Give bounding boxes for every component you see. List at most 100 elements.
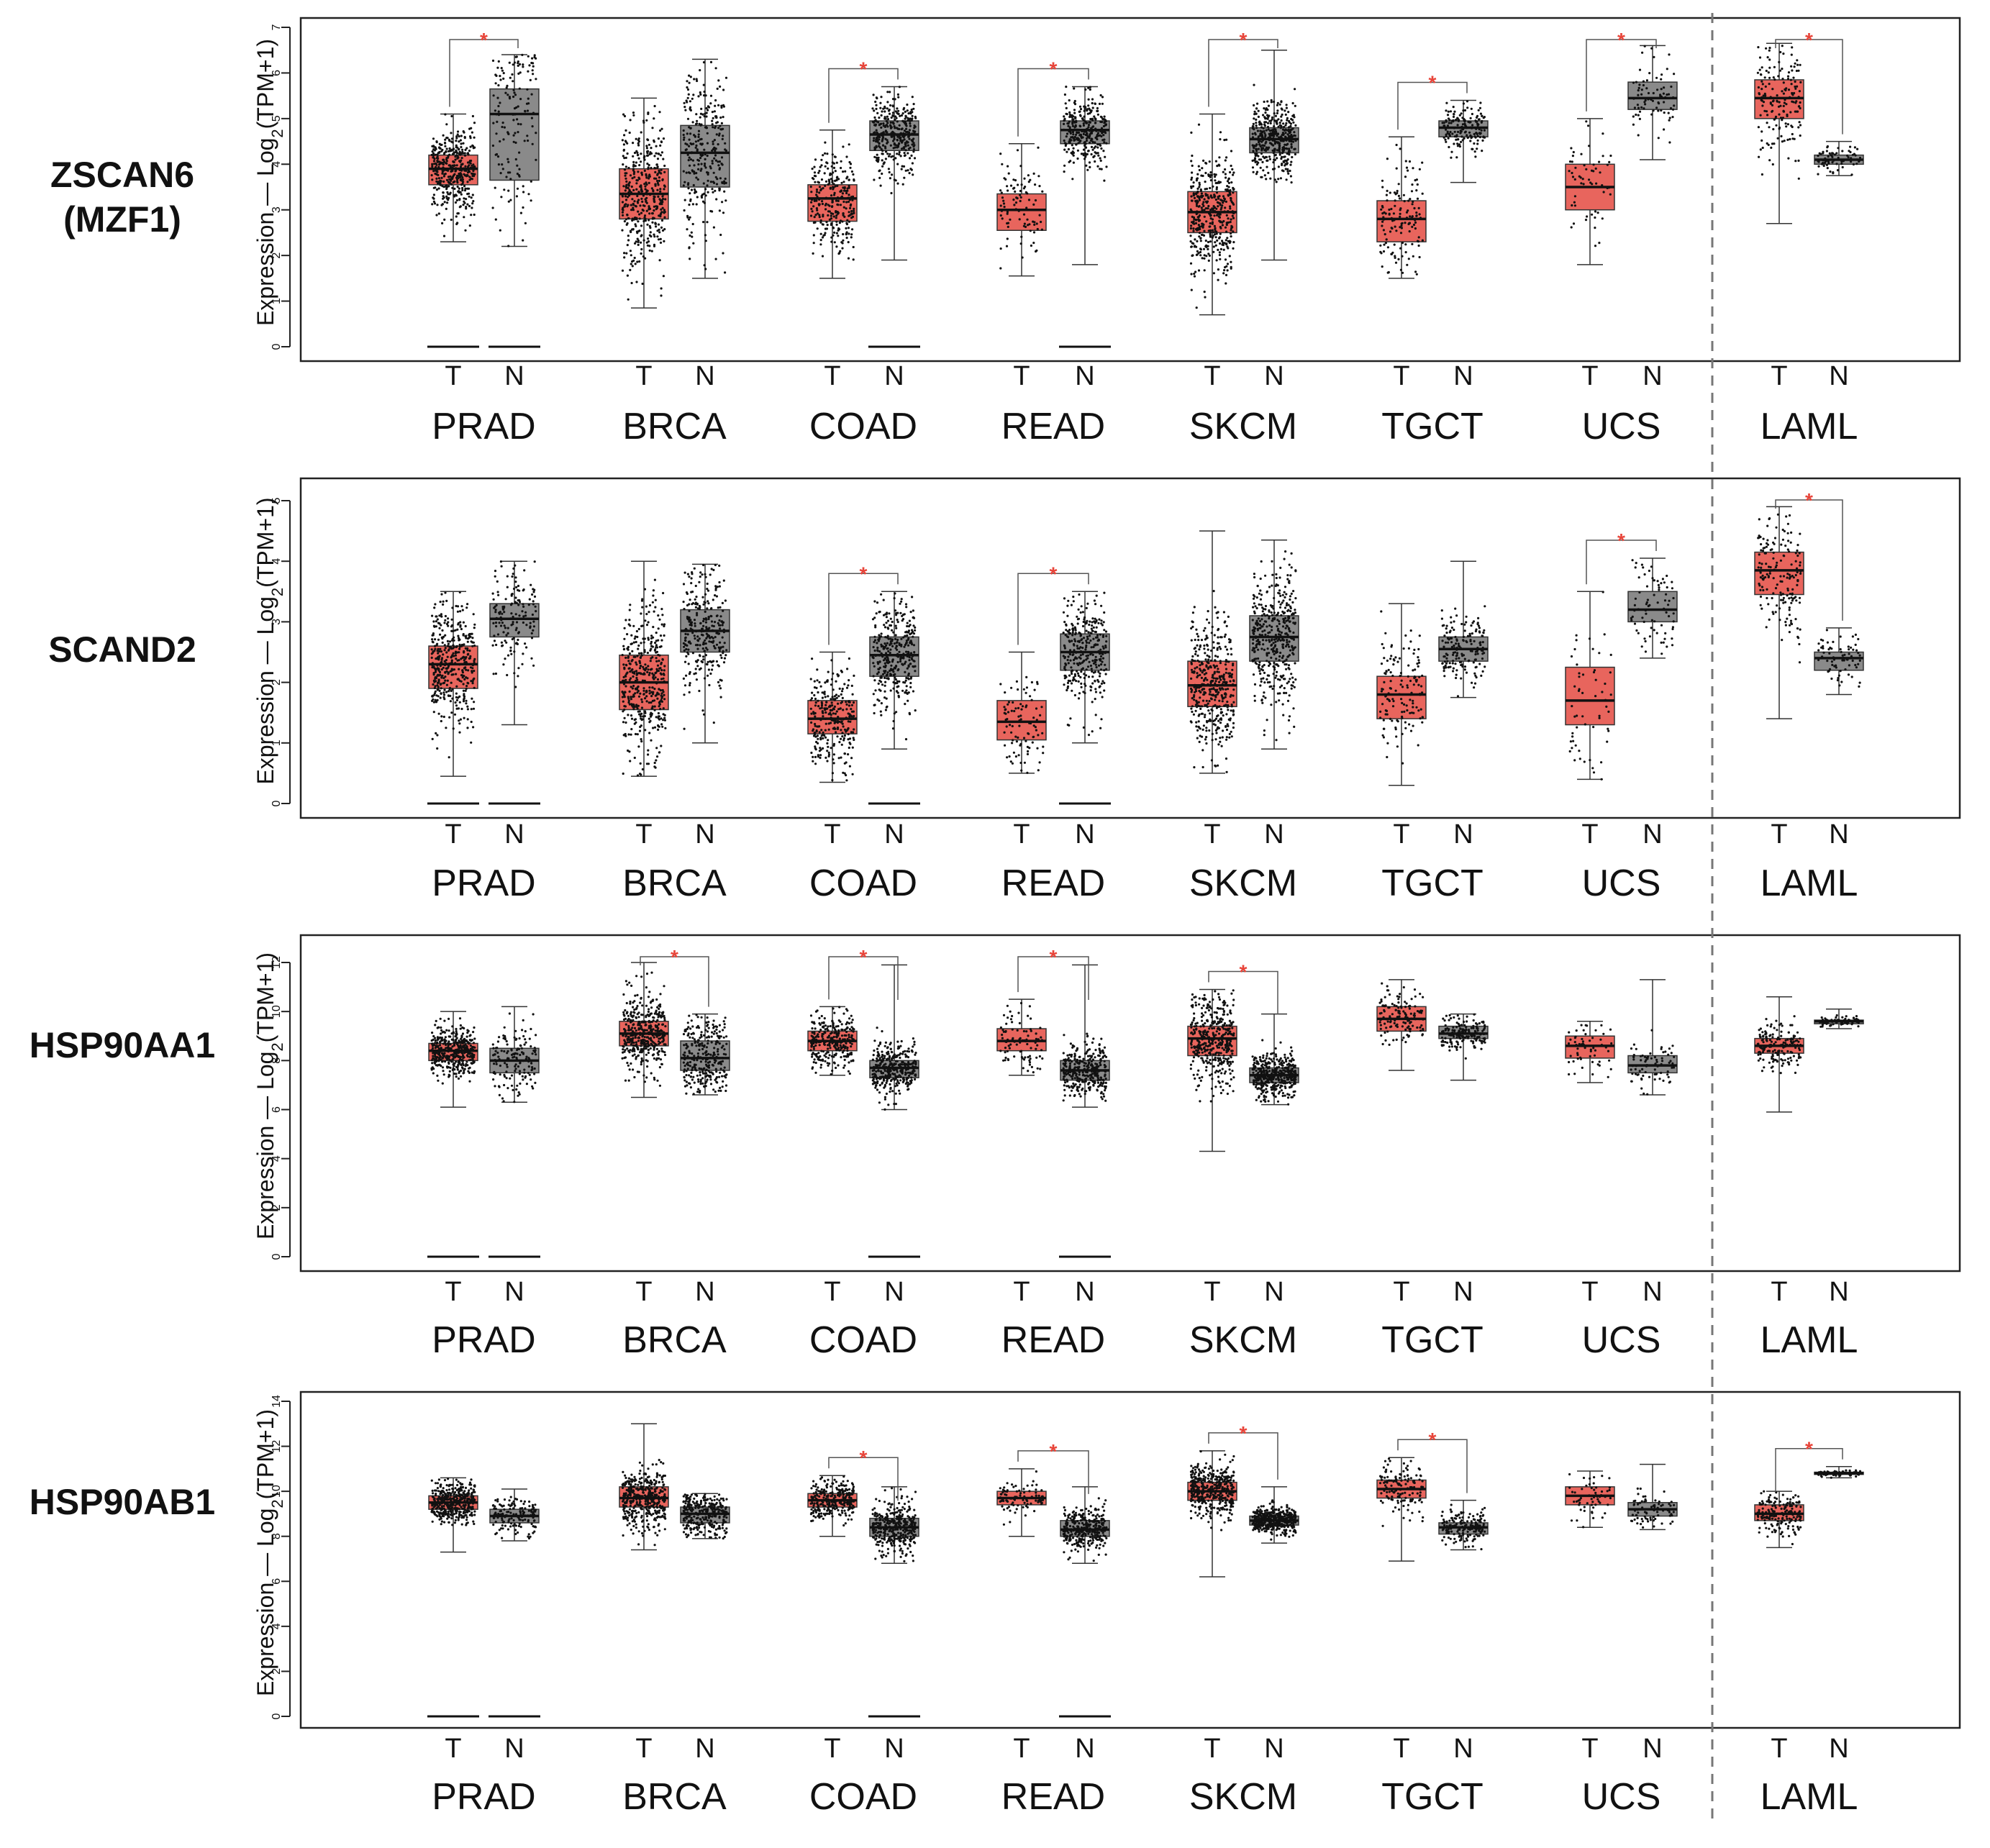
data-point <box>635 224 637 227</box>
data-point <box>524 110 527 113</box>
data-point <box>502 663 505 666</box>
data-point <box>813 216 816 219</box>
data-point <box>1836 169 1840 172</box>
gene-label: SCAND2 <box>48 629 196 670</box>
data-point <box>632 259 635 262</box>
data-point <box>1254 153 1257 156</box>
data-point <box>1018 218 1021 221</box>
data-point <box>662 158 665 160</box>
data-point <box>816 195 819 198</box>
data-point <box>1638 83 1641 86</box>
data-point <box>1218 164 1221 167</box>
data-point <box>1292 121 1295 124</box>
data-point <box>813 199 816 202</box>
data-point <box>1459 129 1462 132</box>
data-point <box>1099 129 1102 132</box>
data-point <box>500 196 503 199</box>
data-point <box>1084 106 1087 109</box>
data-point <box>709 181 713 183</box>
data-point <box>1259 145 1262 147</box>
data-point <box>1407 199 1410 202</box>
data-point <box>459 610 462 613</box>
data-point <box>632 114 635 117</box>
data-point <box>629 229 632 232</box>
data-point <box>438 142 441 145</box>
data-point <box>1463 109 1467 111</box>
data-point <box>1026 192 1029 195</box>
data-point <box>1204 296 1207 299</box>
data-point <box>845 207 848 210</box>
data-point <box>451 141 454 144</box>
data-point <box>810 191 813 194</box>
data-point <box>889 91 891 94</box>
data-point <box>1773 65 1776 68</box>
data-point <box>1194 238 1196 241</box>
data-point <box>626 274 630 277</box>
data-point <box>686 132 689 135</box>
data-point <box>1222 199 1226 202</box>
data-point <box>897 109 900 112</box>
data-point <box>892 147 895 150</box>
cancer-label: LAML <box>1760 406 1858 447</box>
data-point <box>535 132 537 135</box>
data-point <box>659 154 663 157</box>
data-point <box>822 215 824 218</box>
data-point <box>460 627 463 631</box>
data-point <box>689 199 692 202</box>
data-point <box>508 61 511 64</box>
data-point <box>517 617 520 620</box>
data-point <box>1069 132 1072 135</box>
data-point <box>1387 270 1390 274</box>
data-point <box>655 145 658 147</box>
data-point <box>1284 168 1287 170</box>
data-point <box>906 109 909 112</box>
data-point <box>1263 107 1266 110</box>
data-point <box>706 142 709 145</box>
data-point <box>848 194 850 196</box>
data-point <box>1463 137 1466 140</box>
data-point <box>829 186 832 189</box>
data-point <box>894 157 897 160</box>
data-point <box>1204 171 1207 175</box>
data-point <box>443 141 447 145</box>
data-point <box>1458 114 1461 117</box>
data-point <box>1594 167 1597 170</box>
data-point <box>641 282 644 286</box>
data-point <box>1002 199 1005 202</box>
data-point <box>1213 214 1216 217</box>
data-point <box>639 204 642 207</box>
data-point <box>1072 133 1075 136</box>
data-point <box>1798 121 1801 124</box>
data-point <box>907 112 910 115</box>
data-point <box>1215 191 1219 194</box>
data-point <box>448 147 451 150</box>
data-point <box>1778 69 1781 72</box>
data-point <box>1286 137 1289 140</box>
significance-bracket <box>828 68 899 123</box>
data-point <box>650 147 653 150</box>
data-point <box>532 591 535 593</box>
data-point <box>1637 134 1640 137</box>
data-point <box>853 211 855 214</box>
data-point <box>1418 168 1421 170</box>
data-point <box>1201 194 1204 197</box>
data-point <box>447 694 450 698</box>
data-point <box>431 203 434 206</box>
data-point <box>1211 221 1214 224</box>
data-point <box>901 183 904 186</box>
data-point <box>440 661 442 664</box>
data-point <box>1103 122 1106 124</box>
data-point <box>1193 222 1196 225</box>
data-point <box>902 165 906 168</box>
data-point <box>1068 120 1071 123</box>
data-point <box>818 198 821 201</box>
data-point <box>883 105 886 108</box>
data-point <box>1645 79 1648 82</box>
data-point <box>1764 85 1767 88</box>
data-point <box>1285 160 1288 163</box>
data-point <box>458 647 461 650</box>
data-point <box>686 80 689 83</box>
data-point <box>1445 109 1448 112</box>
data-point <box>705 111 708 114</box>
